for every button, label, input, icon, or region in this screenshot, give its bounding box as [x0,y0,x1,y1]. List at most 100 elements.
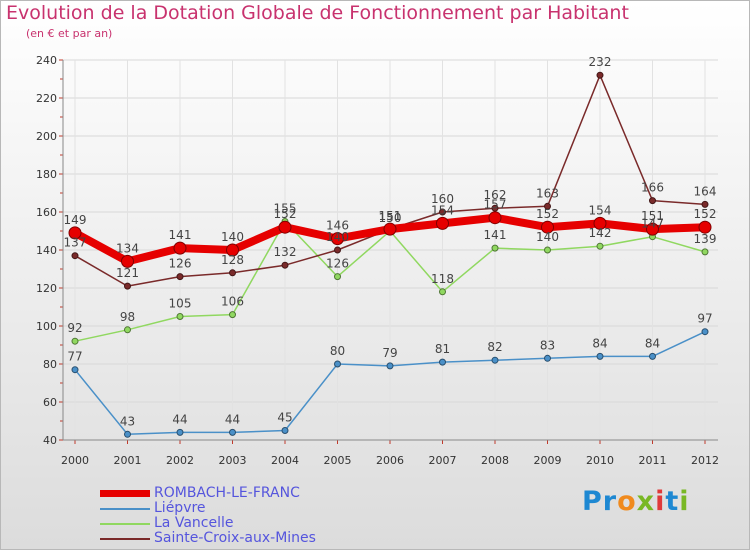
data-label: 141 [169,228,192,242]
data-label: 142 [589,226,612,240]
data-point [596,352,604,360]
data-point [649,352,656,360]
data-label: 134 [116,241,139,255]
data-point [281,427,289,434]
x-tick-label: 2001 [114,454,142,467]
legend-item-la-vancelle: La Vancelle [100,515,420,531]
data-point [281,261,289,269]
data-label: 140 [221,230,244,244]
data-point [544,202,551,210]
data-point [646,222,659,236]
data-label: 98 [120,310,135,324]
data-label: 118 [431,272,454,286]
data-point [229,428,236,436]
data-point [278,220,292,234]
data-point [226,243,239,257]
data-label: 160 [431,192,454,206]
y-tick-label: 100 [36,320,57,333]
data-label: 154 [431,203,454,217]
data-label: 151 [641,209,664,223]
data-label: 106 [221,295,244,309]
x-tick-label: 2003 [219,454,247,467]
data-label: 152 [536,207,559,221]
data-point [701,248,709,256]
data-label: 81 [435,342,450,356]
data-point [701,328,709,336]
legend: ROMBACH-LE-FRANC Liépvre La Vancelle Sai… [100,485,420,546]
data-point [124,282,131,290]
data-label: 163 [536,186,559,200]
x-tick-label: 2008 [481,454,509,467]
data-point [71,252,79,260]
data-label: 146 [326,219,349,233]
y-tick-label: 160 [36,206,57,219]
data-point [71,366,79,374]
y-tick-label: 40 [43,434,57,447]
y-tick-label: 180 [36,168,57,181]
data-point [386,362,394,370]
data-label: 92 [67,321,82,335]
data-label: 149 [64,213,87,227]
data-label: 164 [694,184,717,198]
data-point [488,211,502,225]
y-tick-label: 200 [36,130,57,143]
data-label: 132 [274,245,297,259]
legend-swatch-sainte-croix [100,538,150,540]
data-label: 154 [589,203,612,217]
data-point [541,220,554,234]
legend-item-rombach: ROMBACH-LE-FRANC [100,485,420,501]
legend-swatch-liepvre [100,508,150,510]
data-point [649,197,656,205]
x-tick-label: 2006 [376,454,404,467]
y-tick-label: 220 [36,92,57,105]
data-point [71,337,79,345]
data-label: 147 [641,217,664,231]
data-label: 44 [172,412,187,426]
data-label: 155 [274,202,297,216]
chart-subtitle: (en € et par an) [26,27,113,40]
data-point [176,313,184,320]
data-label: 84 [645,336,660,350]
data-label: 126 [169,257,192,271]
legend-item-liepvre: Liépvre [100,500,420,516]
data-point [596,242,604,250]
x-tick-label: 2004 [271,454,299,467]
chart-title: Evolution de la Dotation Globale de Fonc… [6,2,629,24]
data-label: 157 [484,198,507,212]
data-point [334,246,341,254]
data-point [436,216,449,230]
data-label: 82 [487,340,502,354]
data-label: 77 [67,350,82,364]
data-point [68,226,82,240]
y-tick-label: 240 [36,54,57,67]
data-point [176,428,184,436]
legend-label-sainte-croix: Sainte-Croix-aux-Mines [154,530,316,546]
data-point [439,288,446,296]
data-label: 128 [221,253,244,267]
data-point [176,273,184,281]
proxiti-logo: Proxiti [582,486,690,517]
data-label: 151 [379,209,402,223]
data-label: 79 [382,346,397,360]
line-chart: 40 60 80 100 120 140 160 180 200 220 240 2000 2001 20… [36,54,719,467]
y-tick-label: 120 [36,282,57,295]
x-tick-label: 2010 [586,454,614,467]
data-label: 141 [484,228,507,242]
data-label: 105 [169,297,192,311]
x-tick-label: 2011 [639,454,667,467]
data-label: 232 [589,55,612,69]
data-point [544,354,551,362]
data-point [491,244,499,252]
data-point [596,71,604,79]
data-label: 44 [225,412,240,426]
data-point [698,220,712,234]
x-tick-label: 2005 [324,454,352,467]
data-point [383,222,397,236]
legend-label-rombach: ROMBACH-LE-FRANC [154,485,300,501]
data-label: 121 [116,266,139,280]
data-label: 80 [330,344,345,358]
data-label: 137 [64,236,87,250]
data-point [229,311,236,319]
data-label: 152 [274,207,297,221]
data-label: 97 [697,312,712,326]
